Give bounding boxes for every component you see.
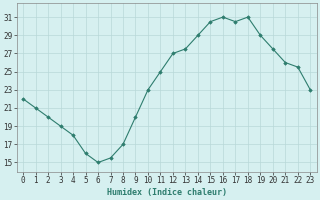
X-axis label: Humidex (Indice chaleur): Humidex (Indice chaleur)	[107, 188, 227, 197]
